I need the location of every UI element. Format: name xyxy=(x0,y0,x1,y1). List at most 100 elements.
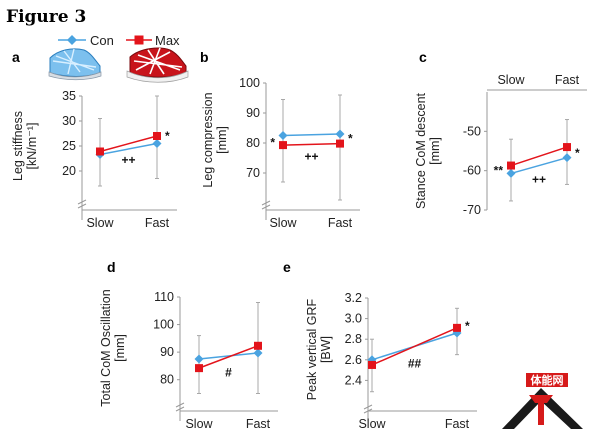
point-con-d-1 xyxy=(253,348,263,358)
series-line-max-d xyxy=(198,345,259,369)
series-line-max-a xyxy=(99,135,158,153)
x-category-e-1: Fast xyxy=(445,417,470,431)
legend: Con Max xyxy=(58,33,180,48)
y-tick-label-c-0: -50 xyxy=(463,124,481,138)
series-line-con-b xyxy=(282,133,341,137)
y-tick-label-d-2: 100 xyxy=(153,318,174,332)
y-tick-label-a-3: 35 xyxy=(62,89,76,103)
axis-break-b xyxy=(261,200,271,210)
con-shoe-icon xyxy=(48,48,102,81)
panel-label-e: e xyxy=(283,259,291,275)
annotation-b-1: * xyxy=(348,132,353,146)
logo-t-mark xyxy=(529,395,553,425)
max-shoe-icon xyxy=(126,47,189,83)
panel-a: a 20 25 30 35 Slow Fast Leg stiffness [kN/m⁻¹] * +… xyxy=(11,49,177,230)
panel-e: e 2.4 2.6 2.8 3.0 3.2 Slow Fast Peak vertical GR… xyxy=(283,259,477,431)
point-con-c-0 xyxy=(506,168,516,178)
legend-max-label: Max xyxy=(155,33,180,48)
x-category-a-0: Slow xyxy=(86,216,114,230)
y-label-c-1: [mm] xyxy=(428,137,442,165)
y-label-b-0: Leg compression xyxy=(201,92,215,187)
logo-emblem xyxy=(502,388,583,429)
point-max-a-1 xyxy=(153,132,161,140)
series-line-con-c xyxy=(510,156,568,175)
y-label-b-1: [mm] xyxy=(215,126,229,154)
figure-title: Figure 3 xyxy=(6,7,86,27)
x-category-e-0: Slow xyxy=(358,417,386,431)
panel-label-c: c xyxy=(419,49,427,65)
point-max-c-0 xyxy=(507,161,515,170)
y-tick-label-d-1: 90 xyxy=(160,345,174,359)
annotation-d-0: # xyxy=(225,365,232,379)
logo-banner xyxy=(526,373,568,387)
y-tick-label-e-1: 2.6 xyxy=(345,353,362,367)
x-category-d-1: Fast xyxy=(246,417,271,431)
y-tick-label-b-3: 100 xyxy=(239,76,260,90)
annotation-b-2: ++ xyxy=(304,150,318,164)
panel-c: c -50 -60 -70 Slow Fast Stance CoM descent [mm]… xyxy=(414,49,587,217)
y-label-a-1: [kN/m⁻¹] xyxy=(25,123,39,170)
x-category-b-1: Fast xyxy=(328,216,353,230)
y-tick-label-e-0: 2.4 xyxy=(345,373,362,387)
y-tick-label-b-2: 90 xyxy=(246,106,260,120)
panel-d: d 80 90 100 110 Slow Fast Total CoM Oscillation… xyxy=(99,259,278,431)
legend-con-marker xyxy=(67,35,77,45)
y-tick-label-b-0: 70 xyxy=(246,166,260,180)
y-label-d-0: Total CoM Oscillation xyxy=(99,289,113,406)
y-label-d-1: [mm] xyxy=(113,334,127,362)
logo: 体能网 xyxy=(502,373,583,429)
point-con-d-0 xyxy=(194,354,204,364)
y-label-e-1: [BW] xyxy=(319,336,333,363)
point-max-e-0 xyxy=(368,360,376,369)
point-max-b-0 xyxy=(279,141,287,150)
panel-label-d: d xyxy=(107,259,116,275)
x-category-b-0: Slow xyxy=(269,216,297,230)
point-max-c-1 xyxy=(563,143,571,152)
y-tick-label-e-2: 2.8 xyxy=(345,332,362,346)
annotation-e-1: ## xyxy=(408,356,422,370)
y-tick-label-d-0: 80 xyxy=(160,373,174,387)
series-line-max-c xyxy=(510,146,568,167)
legend-con-label: Con xyxy=(90,33,114,48)
y-tick-label-d-3: 110 xyxy=(154,290,174,304)
point-max-d-1 xyxy=(254,341,262,350)
point-max-e-1 xyxy=(453,323,461,332)
point-max-b-1 xyxy=(336,139,344,148)
annotation-c-1: * xyxy=(575,146,580,160)
point-con-b-1 xyxy=(335,129,345,139)
x-category-c-1: Fast xyxy=(555,73,580,87)
series-line-max-e xyxy=(371,327,458,366)
panel-label-a: a xyxy=(12,49,20,65)
annotation-a-1: ++ xyxy=(121,153,135,167)
x-category-a-1: Fast xyxy=(145,216,170,230)
panel-b: b 70 80 90 100 Slow Fast Leg compression [mm] * * +… xyxy=(200,49,360,230)
point-con-a-1 xyxy=(152,139,162,148)
annotation-c-2: ++ xyxy=(532,173,546,187)
y-tick-label-a-1: 25 xyxy=(62,139,76,153)
legend-max-marker xyxy=(134,35,144,45)
y-tick-label-b-1: 80 xyxy=(246,136,260,150)
logo-text: 体能网 xyxy=(531,373,564,387)
y-tick-label-e-4: 3.2 xyxy=(345,291,362,305)
annotation-a-0: * xyxy=(165,129,170,143)
annotation-b-0: * xyxy=(270,135,275,149)
axis-break-a xyxy=(77,199,87,209)
y-label-c-0: Stance CoM descent xyxy=(414,92,428,209)
axis-break-d xyxy=(175,402,185,412)
point-max-a-0 xyxy=(96,147,104,156)
series-line-con-d xyxy=(198,352,259,360)
point-con-b-0 xyxy=(278,131,288,140)
panel-label-b: b xyxy=(200,49,209,65)
y-tick-label-c-1: -60 xyxy=(463,164,481,178)
x-category-c-0: Slow xyxy=(497,73,525,87)
series-line-max-b xyxy=(282,142,341,146)
y-tick-label-c-2: -70 xyxy=(463,203,481,217)
point-con-c-1 xyxy=(562,153,572,163)
point-max-d-0 xyxy=(195,364,203,373)
annotation-e-0: * xyxy=(465,319,470,333)
y-tick-label-a-2: 30 xyxy=(62,114,76,128)
y-tick-label-e-3: 3.0 xyxy=(345,312,362,326)
y-label-e-0: Peak vertical GRF xyxy=(305,298,319,400)
x-category-d-0: Slow xyxy=(185,417,213,431)
